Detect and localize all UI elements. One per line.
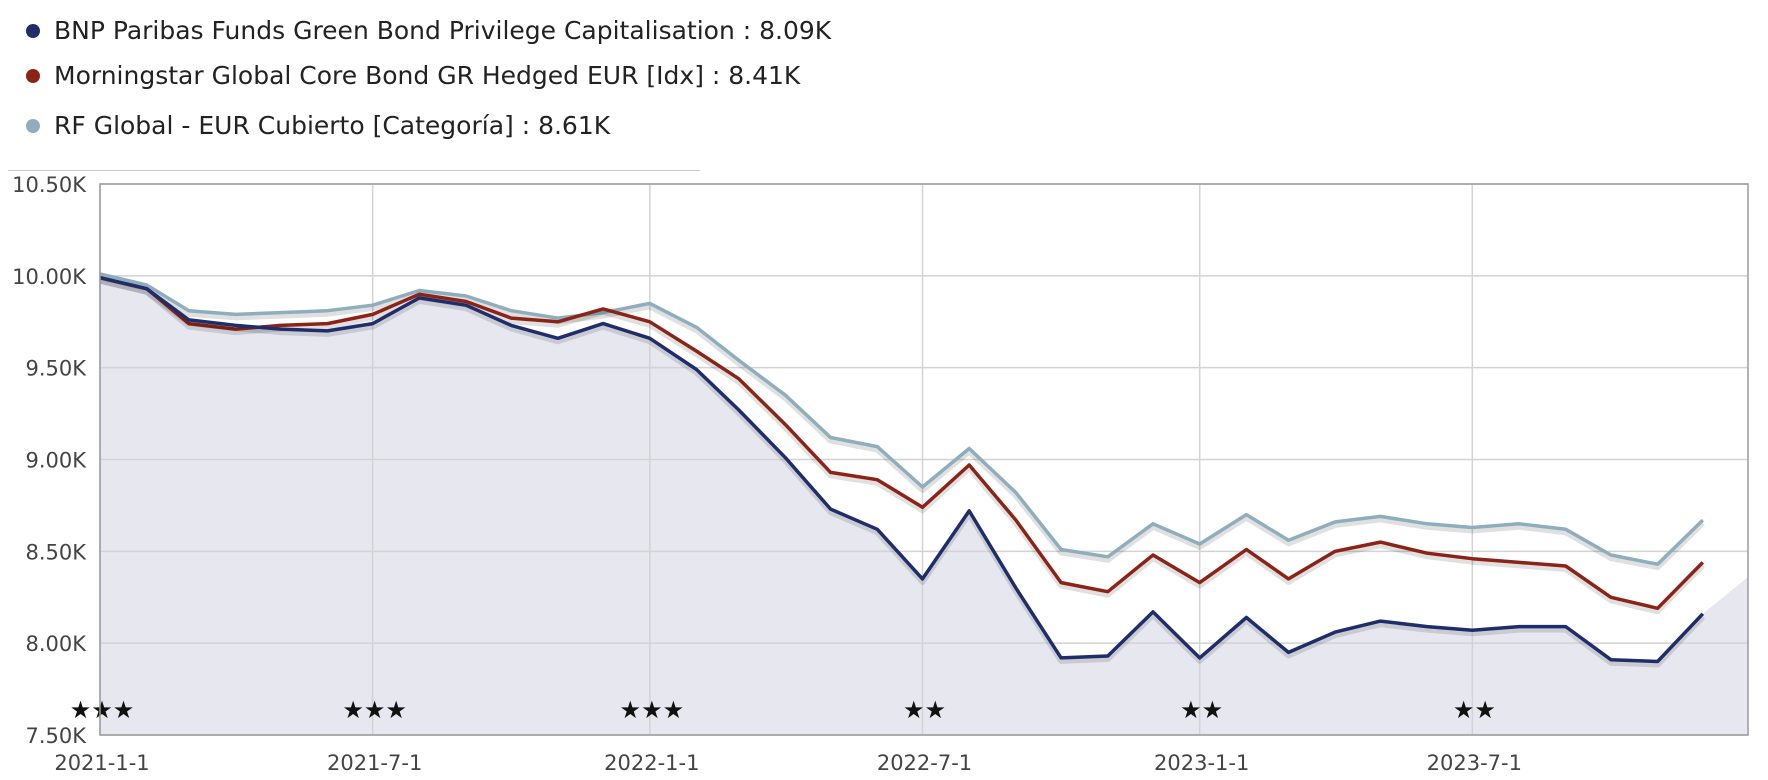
plot-border xyxy=(99,183,1749,736)
star-rating: ★★★ xyxy=(620,696,685,724)
legend-label-index: Morningstar Global Core Bond GR Hedged E… xyxy=(54,61,801,90)
legend-item-fund[interactable]: BNP Paribas Funds Green Bond Privilege C… xyxy=(26,15,831,47)
y-tick-label: 8.00K xyxy=(25,632,87,656)
y-tick-label: 10.50K xyxy=(12,173,87,197)
legend-item-index[interactable]: Morningstar Global Core Bond GR Hedged E… xyxy=(26,60,800,92)
series-line-shadow xyxy=(99,277,1705,615)
series-line xyxy=(99,275,1705,611)
star-rating: ★★★ xyxy=(70,696,135,724)
x-tick-label: 2022-1-1 xyxy=(604,751,699,775)
star-rating: ★★ xyxy=(1453,696,1496,724)
legend: BNP Paribas Funds Green Bond Privilege C… xyxy=(0,0,831,171)
legend-dot-category xyxy=(26,119,40,133)
y-tick-label: 8.50K xyxy=(25,540,87,564)
x-tick-label: 2023-7-1 xyxy=(1427,751,1522,775)
series-line-shadow xyxy=(99,277,1705,668)
legend-item-category[interactable]: RF Global - EUR Cubierto [Categoría] : 8… xyxy=(26,110,610,142)
series-line-shadow xyxy=(99,274,1705,571)
x-tick-label: 2022-7-1 xyxy=(877,751,972,775)
series-line xyxy=(99,272,1705,566)
series-line xyxy=(99,275,1705,664)
x-tick-label: 2023-1-1 xyxy=(1154,751,1249,775)
legend-label-fund: BNP Paribas Funds Green Bond Privilege C… xyxy=(54,16,832,45)
legend-dot-fund xyxy=(26,24,40,38)
y-tick-label: 9.50K xyxy=(25,357,87,381)
y-tick-label: 10.00K xyxy=(12,265,87,289)
x-tick-label: 2021-7-1 xyxy=(327,751,422,775)
fund-area-fill xyxy=(100,277,1748,735)
star-rating: ★★ xyxy=(903,696,946,724)
x-tick-label: 2021-1-1 xyxy=(54,751,149,775)
legend-divider xyxy=(8,170,700,171)
star-rating: ★★ xyxy=(1180,696,1223,724)
star-rating: ★★★ xyxy=(342,696,407,724)
y-tick-label: 9.00K xyxy=(25,449,87,473)
y-tick-label: 7.50K xyxy=(25,724,87,748)
legend-label-category: RF Global - EUR Cubierto [Categoría] : 8… xyxy=(54,111,611,140)
legend-dot-index xyxy=(26,69,40,83)
